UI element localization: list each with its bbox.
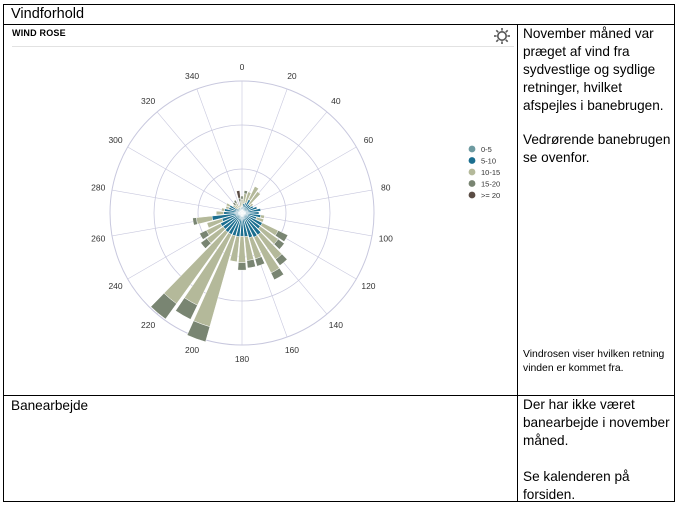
wind-rose-wedge bbox=[225, 202, 231, 208]
wind-rose-wedge bbox=[274, 230, 289, 242]
wind-rose-wedge bbox=[249, 203, 254, 208]
legend-label-3: 15-20 bbox=[481, 180, 500, 189]
gear-icon[interactable] bbox=[493, 27, 511, 45]
grid-spoke bbox=[127, 146, 243, 214]
wind-rose-wedge bbox=[237, 262, 247, 271]
wind-rose-wedge bbox=[199, 229, 210, 240]
angle-label-80: 80 bbox=[381, 183, 391, 193]
angle-label-20: 20 bbox=[287, 71, 297, 81]
wind-rose-wedge bbox=[273, 238, 285, 250]
wind-rose-wedge bbox=[175, 297, 198, 320]
angle-label-140: 140 bbox=[329, 320, 343, 330]
legend-marker-3 bbox=[468, 180, 476, 187]
wind-rose-wedge bbox=[221, 207, 226, 212]
angle-label-220: 220 bbox=[141, 320, 155, 330]
angle-label-40: 40 bbox=[331, 96, 341, 106]
wind-rose-wedge bbox=[255, 216, 265, 223]
grid-spoke bbox=[156, 111, 243, 214]
wind-rose-wedge bbox=[243, 190, 248, 195]
row-divider bbox=[4, 24, 674, 25]
wind-rose-wedge bbox=[192, 217, 198, 226]
legend-label-1: 5-10 bbox=[481, 157, 496, 166]
wind-rose-wedge bbox=[259, 214, 265, 219]
wind-rose-wedge bbox=[237, 197, 242, 203]
chart-title: WIND ROSE bbox=[12, 28, 66, 38]
wind-rose-chart: WIND ROSE 0 20 40 60 80 100 120 140 160 180 200 220… bbox=[9, 25, 515, 393]
section-title-banearbejde: Banearbejde bbox=[11, 398, 89, 413]
angle-label-200: 200 bbox=[185, 345, 199, 355]
legend-label-0: 0-5 bbox=[481, 145, 492, 154]
angle-label-340: 340 bbox=[185, 71, 199, 81]
grid-spoke bbox=[241, 189, 373, 214]
wind-rose-wedge bbox=[244, 191, 252, 204]
banearbejde-paragraph-1: Der har ikke været banearbejde i novembe… bbox=[523, 397, 670, 448]
banearbejde-paragraph-2: Se kalenderen på forsiden. bbox=[523, 469, 630, 502]
angle-label-180: 180 bbox=[235, 354, 249, 364]
wind-rose-wedge bbox=[150, 292, 177, 320]
wind-rose-wedge bbox=[186, 320, 211, 343]
wind-rose-wedge bbox=[232, 201, 237, 207]
vind-paragraph-2: Vedrørende banebrugen se ovenfor. bbox=[523, 132, 671, 165]
row-divider-2 bbox=[4, 395, 674, 396]
wind-rose-wedge bbox=[229, 235, 240, 263]
wind-rose-wedge bbox=[246, 259, 256, 269]
angle-label-260: 260 bbox=[91, 233, 105, 243]
wind-rose-wedge bbox=[200, 238, 212, 249]
grid-spoke bbox=[111, 189, 243, 214]
angle-label-60: 60 bbox=[364, 135, 374, 145]
angle-label-0: 0 bbox=[240, 62, 245, 72]
wind-rose-wedge bbox=[233, 199, 238, 204]
legend-marker-4 bbox=[468, 191, 476, 199]
wind-rose-wedge bbox=[247, 191, 261, 206]
legend-marker-2 bbox=[468, 168, 476, 176]
section-title-vindforhold: Vindforhold bbox=[11, 6, 85, 22]
vind-paragraph-1: November måned var præget af vind fra sy… bbox=[523, 26, 664, 113]
legend-marker-1 bbox=[468, 157, 476, 164]
wind-rose-wedge bbox=[275, 253, 288, 266]
angle-label-300: 300 bbox=[108, 135, 122, 145]
wind-rose-wedge bbox=[240, 195, 244, 200]
wind-rose-wedge bbox=[248, 186, 259, 201]
angle-label-120: 120 bbox=[361, 281, 375, 291]
wind-rose-wedge bbox=[254, 256, 266, 267]
grid-spoke bbox=[196, 88, 243, 214]
chart-title-divider bbox=[12, 46, 514, 47]
wind-rose-wedge bbox=[225, 205, 230, 210]
layout-table: Vindforhold WIND ROSE 0 20 40 60 80 100 120 140… bbox=[3, 4, 675, 502]
wind-rose-wedge bbox=[270, 267, 285, 281]
angle-label-320: 320 bbox=[141, 96, 155, 106]
wind-rose-note: Vindrosen viser hvilken retning vinden e… bbox=[523, 349, 665, 374]
angle-label-240: 240 bbox=[108, 281, 122, 291]
column-divider bbox=[517, 24, 518, 502]
wind-rose-wedge bbox=[232, 204, 238, 210]
legend-label-2: 10-15 bbox=[481, 168, 500, 177]
wind-rose-wedge bbox=[215, 210, 225, 216]
legend-marker-0 bbox=[468, 145, 476, 153]
legend-label-4: >= 20 bbox=[481, 191, 500, 200]
wind-rose-wedge bbox=[206, 218, 224, 229]
angle-label-280: 280 bbox=[91, 183, 105, 193]
angle-label-160: 160 bbox=[285, 345, 299, 355]
wind-rose-wedge bbox=[236, 190, 241, 199]
wind-rose-plot: 0 20 40 60 80 100 120 140 160 180 200 220 240 260 280 3… bbox=[91, 62, 500, 364]
grid-spoke bbox=[241, 146, 357, 214]
angle-label-100: 100 bbox=[379, 233, 393, 243]
